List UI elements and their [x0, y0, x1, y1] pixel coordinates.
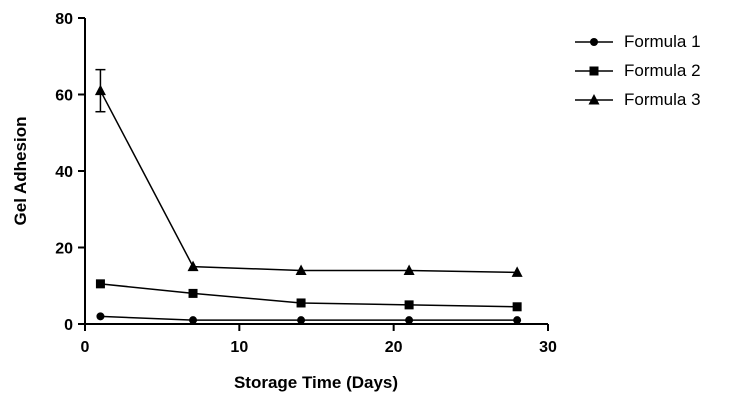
legend-label: Formula 1	[624, 32, 701, 51]
svg-text:10: 10	[230, 339, 248, 356]
svg-text:30: 30	[539, 339, 557, 356]
legend-item-formula-2: Formula 2	[575, 61, 701, 80]
y-axis-title: Gel Adhesion	[11, 116, 30, 226]
legend-label: Formula 3	[624, 90, 701, 109]
svg-text:20: 20	[385, 339, 403, 356]
legend-item-formula-3: Formula 3	[575, 90, 701, 109]
triangle-marker-icon	[575, 92, 613, 108]
svg-text:40: 40	[55, 164, 73, 181]
legend-item-formula-1: Formula 1	[575, 32, 701, 51]
circle-marker-icon	[575, 34, 613, 50]
svg-text:0: 0	[81, 339, 90, 356]
x-axis-title: Storage Time (Days)	[233, 373, 399, 392]
legend: Formula 1 Formula 2 Formula 3	[575, 32, 701, 109]
svg-text:60: 60	[55, 88, 73, 105]
svg-text:0: 0	[64, 317, 73, 334]
svg-text:20: 20	[55, 241, 73, 258]
svg-text:80: 80	[55, 11, 73, 28]
square-marker-icon	[575, 63, 613, 79]
legend-label: Formula 2	[624, 61, 701, 80]
